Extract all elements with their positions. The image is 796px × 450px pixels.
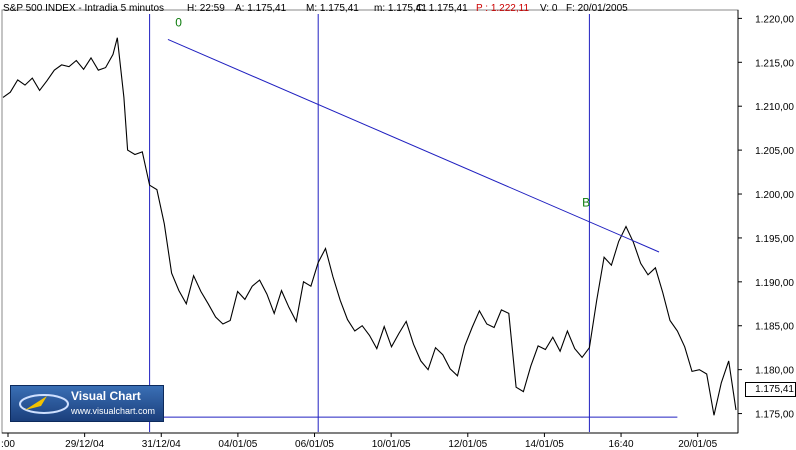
header-min: m: 1.175,41 [374,3,427,14]
annotations: 0B [175,15,590,209]
header-max: M: 1.175,41 [306,3,359,14]
y-tick-label: 1.190,00 [755,278,794,289]
annotation-label: B [582,195,590,209]
y-axis-ticks: 1.220,00 1.215,00 1.210,00 1.205,00 1.200,00… [738,14,794,421]
x-tick-label: 31/12/04 [142,439,181,450]
header-time: H: 22:59 [187,3,225,14]
logo-name: Visual Chart [71,389,141,403]
y-tick-label: 1.205,00 [755,146,794,157]
x-tick-label: 06/01/05 [295,439,334,450]
x-tick-label: 10/01/05 [372,439,411,450]
x-tick-label: :00 [1,439,15,450]
header-title: S&P 500 INDEX - Intradia 5 minutos [3,3,164,14]
y-tick-label: 1.180,00 [755,366,794,377]
y-tick-label: 1.175,00 [755,410,794,421]
trendline [167,39,660,253]
chart-header: S&P 500 INDEX - Intradia 5 minutos H: 22… [3,3,628,14]
annotation-label: 0 [175,15,182,29]
x-tick-label: 04/01/05 [218,439,257,450]
plot-frame [1,9,739,434]
x-tick-label: 20/01/05 [678,439,717,450]
x-tick-label: 16:40 [609,439,634,450]
y-tick-label: 1.200,00 [755,190,794,201]
header-date: F: 20/01/2005 [566,3,628,14]
last-price-label: 1.175,41 [745,382,796,397]
y-tick-label: 1.185,00 [755,322,794,333]
header-volume: V: 0 [540,3,558,14]
x-axis-ticks: :00 29/12/04 31/12/04 04/01/05 06/01/05 10/01… [1,433,718,450]
x-tick-label: 12/01/05 [448,439,487,450]
price-series-line [2,37,737,416]
y-tick-label: 1.220,00 [755,14,794,25]
x-tick-label: 29/12/04 [65,439,104,450]
vertical-markers [149,14,590,432]
logo-url: www.visualchart.com [71,406,156,416]
visual-chart-logo: Visual Chart www.visualchart.com [10,385,164,422]
header-open: A: 1.175,41 [235,3,287,14]
header-close: C: 1.175,41 [416,3,468,14]
y-tick-label: 1.215,00 [755,58,794,69]
x-tick-label: 14/01/05 [525,439,564,450]
header-point: P : 1.222,11 [476,3,529,14]
logo-emblem-icon [19,394,69,414]
y-tick-label: 1.195,00 [755,234,794,245]
y-tick-label: 1.210,00 [755,102,794,113]
